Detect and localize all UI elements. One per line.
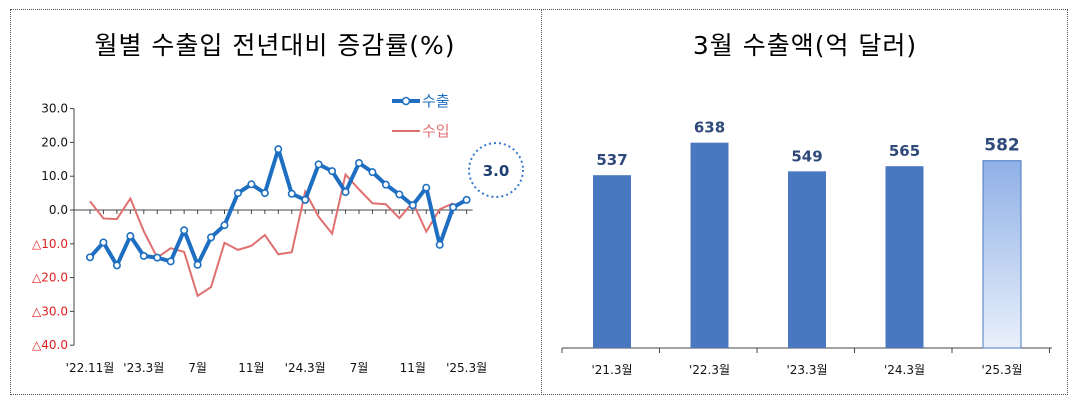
line-chart-title: 월별 수출입 전년대비 증감률(%) (94, 31, 456, 60)
bar-chart-title: 3월 수출액(억 달러) (692, 31, 918, 60)
panel-divider (541, 9, 542, 395)
figure-frame (10, 9, 1068, 395)
